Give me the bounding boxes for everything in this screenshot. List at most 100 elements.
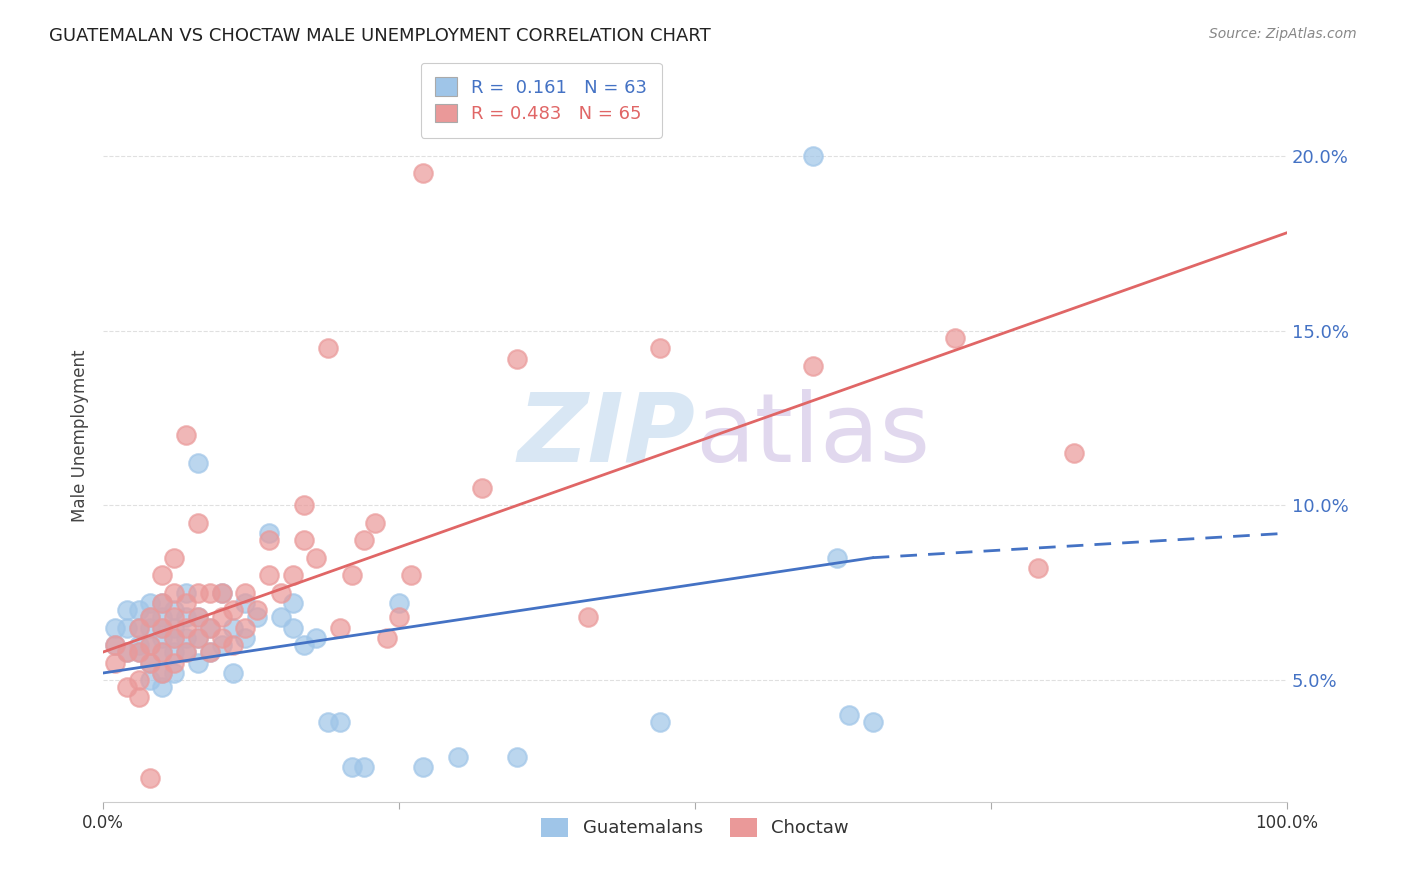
Point — [222, 665, 245, 680]
Point — [139, 610, 162, 624]
Point — [222, 638, 245, 652]
Point — [163, 610, 186, 624]
Point — [150, 621, 173, 635]
Point — [187, 656, 209, 670]
Point — [316, 341, 339, 355]
Point — [412, 760, 434, 774]
Point — [211, 585, 233, 599]
Point — [233, 585, 256, 599]
Point — [128, 603, 150, 617]
Point — [163, 603, 186, 617]
Point — [281, 568, 304, 582]
Point — [281, 621, 304, 635]
Point — [139, 638, 162, 652]
Point — [150, 645, 173, 659]
Point — [257, 533, 280, 548]
Legend: Guatemalans, Choctaw: Guatemalans, Choctaw — [534, 811, 856, 845]
Point — [471, 481, 494, 495]
Text: ZIP: ZIP — [517, 389, 695, 482]
Point — [174, 645, 197, 659]
Point — [163, 631, 186, 645]
Point — [292, 533, 315, 548]
Point — [139, 596, 162, 610]
Point — [945, 330, 967, 344]
Point — [578, 610, 600, 624]
Point — [174, 610, 197, 624]
Point — [305, 550, 328, 565]
Point — [353, 533, 375, 548]
Point — [1063, 446, 1085, 460]
Point — [329, 714, 352, 729]
Point — [174, 621, 197, 635]
Point — [838, 707, 860, 722]
Point — [163, 656, 186, 670]
Point — [329, 621, 352, 635]
Point — [292, 498, 315, 512]
Point — [198, 621, 221, 635]
Point — [150, 631, 173, 645]
Point — [198, 585, 221, 599]
Point — [246, 603, 269, 617]
Point — [399, 568, 422, 582]
Point — [150, 568, 173, 582]
Point — [316, 714, 339, 729]
Point — [150, 665, 173, 680]
Point — [862, 714, 884, 729]
Point — [187, 456, 209, 470]
Point — [174, 631, 197, 645]
Point — [648, 341, 671, 355]
Point — [150, 596, 173, 610]
Point — [211, 638, 233, 652]
Point — [187, 585, 209, 599]
Point — [150, 645, 173, 659]
Point — [115, 621, 138, 635]
Point — [139, 610, 162, 624]
Point — [115, 680, 138, 694]
Point — [128, 638, 150, 652]
Point — [163, 550, 186, 565]
Point — [198, 645, 221, 659]
Point — [222, 621, 245, 635]
Point — [104, 656, 127, 670]
Point — [233, 621, 256, 635]
Point — [128, 645, 150, 659]
Point — [825, 550, 848, 565]
Point — [163, 645, 186, 659]
Text: atlas: atlas — [695, 389, 931, 482]
Point — [292, 638, 315, 652]
Point — [174, 645, 197, 659]
Point — [447, 749, 470, 764]
Point — [222, 603, 245, 617]
Point — [150, 621, 173, 635]
Point — [104, 638, 127, 652]
Point — [412, 166, 434, 180]
Point — [803, 149, 825, 163]
Point — [388, 610, 411, 624]
Point — [163, 585, 186, 599]
Point — [187, 631, 209, 645]
Point — [340, 760, 363, 774]
Point — [270, 585, 292, 599]
Point — [353, 760, 375, 774]
Point — [270, 610, 292, 624]
Point — [128, 673, 150, 687]
Point — [187, 631, 209, 645]
Point — [139, 638, 162, 652]
Point — [139, 673, 162, 687]
Point — [198, 645, 221, 659]
Point — [163, 621, 186, 635]
Point — [246, 610, 269, 624]
Point — [174, 428, 197, 442]
Point — [128, 690, 150, 705]
Point — [163, 665, 186, 680]
Point — [115, 645, 138, 659]
Point — [506, 351, 529, 366]
Point — [150, 665, 173, 680]
Point — [233, 631, 256, 645]
Text: Source: ZipAtlas.com: Source: ZipAtlas.com — [1209, 27, 1357, 41]
Y-axis label: Male Unemployment: Male Unemployment — [72, 349, 89, 522]
Point — [139, 656, 162, 670]
Point — [305, 631, 328, 645]
Point — [233, 596, 256, 610]
Point — [104, 621, 127, 635]
